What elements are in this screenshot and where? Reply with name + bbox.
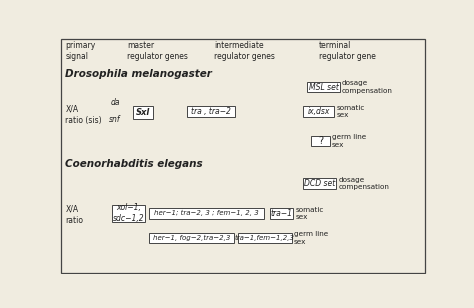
Text: terminal
regulator gene: terminal regulator gene	[319, 41, 376, 61]
Text: dosage
compensation: dosage compensation	[338, 176, 389, 190]
Bar	[149, 208, 264, 219]
Text: intermediate
regulator genes: intermediate regulator genes	[214, 41, 275, 61]
Bar	[112, 205, 145, 222]
Bar	[270, 208, 293, 219]
Text: snf: snf	[109, 116, 121, 124]
Bar	[237, 233, 292, 243]
Text: her−1, fog−2,tra−2,3: her−1, fog−2,tra−2,3	[153, 235, 230, 241]
Bar	[303, 178, 336, 188]
Text: Drosophila melanogaster: Drosophila melanogaster	[65, 68, 212, 79]
Text: germ line
sex: germ line sex	[332, 134, 366, 148]
Text: ix,dsx: ix,dsx	[308, 107, 330, 116]
Text: somatic
sex: somatic sex	[337, 105, 365, 118]
Text: Sxl: Sxl	[136, 107, 150, 116]
Text: master
regulator genes: master regulator genes	[128, 41, 188, 61]
Text: her−1; tra−2, 3 ; fem−1, 2, 3: her−1; tra−2, 3 ; fem−1, 2, 3	[154, 210, 259, 216]
Bar	[149, 233, 235, 243]
Text: xol−1,
sdc−1,2: xol−1, sdc−1,2	[112, 203, 144, 223]
Bar	[303, 106, 334, 117]
Bar	[311, 136, 330, 146]
Text: tra , tra−2: tra , tra−2	[191, 107, 231, 116]
Bar	[307, 82, 340, 92]
Text: da: da	[110, 98, 120, 107]
Bar	[187, 106, 235, 117]
Text: tra−1: tra−1	[271, 209, 292, 218]
Text: primary
signal: primary signal	[65, 41, 96, 61]
Text: dosage
compensation: dosage compensation	[342, 80, 393, 94]
Text: ?: ?	[318, 136, 323, 146]
Text: somatic
sex: somatic sex	[296, 207, 324, 220]
Text: tra−1,fem−1,2,3: tra−1,fem−1,2,3	[235, 235, 295, 241]
Bar	[133, 106, 153, 119]
Text: X/A
ratio: X/A ratio	[65, 205, 83, 225]
Text: MSL set: MSL set	[309, 83, 338, 91]
Text: DCD set: DCD set	[304, 179, 335, 188]
Text: germ line
sex: germ line sex	[294, 231, 328, 245]
Text: X/A
ratio (sis): X/A ratio (sis)	[65, 105, 102, 125]
Text: Coenorhabditis elegans: Coenorhabditis elegans	[65, 159, 203, 168]
